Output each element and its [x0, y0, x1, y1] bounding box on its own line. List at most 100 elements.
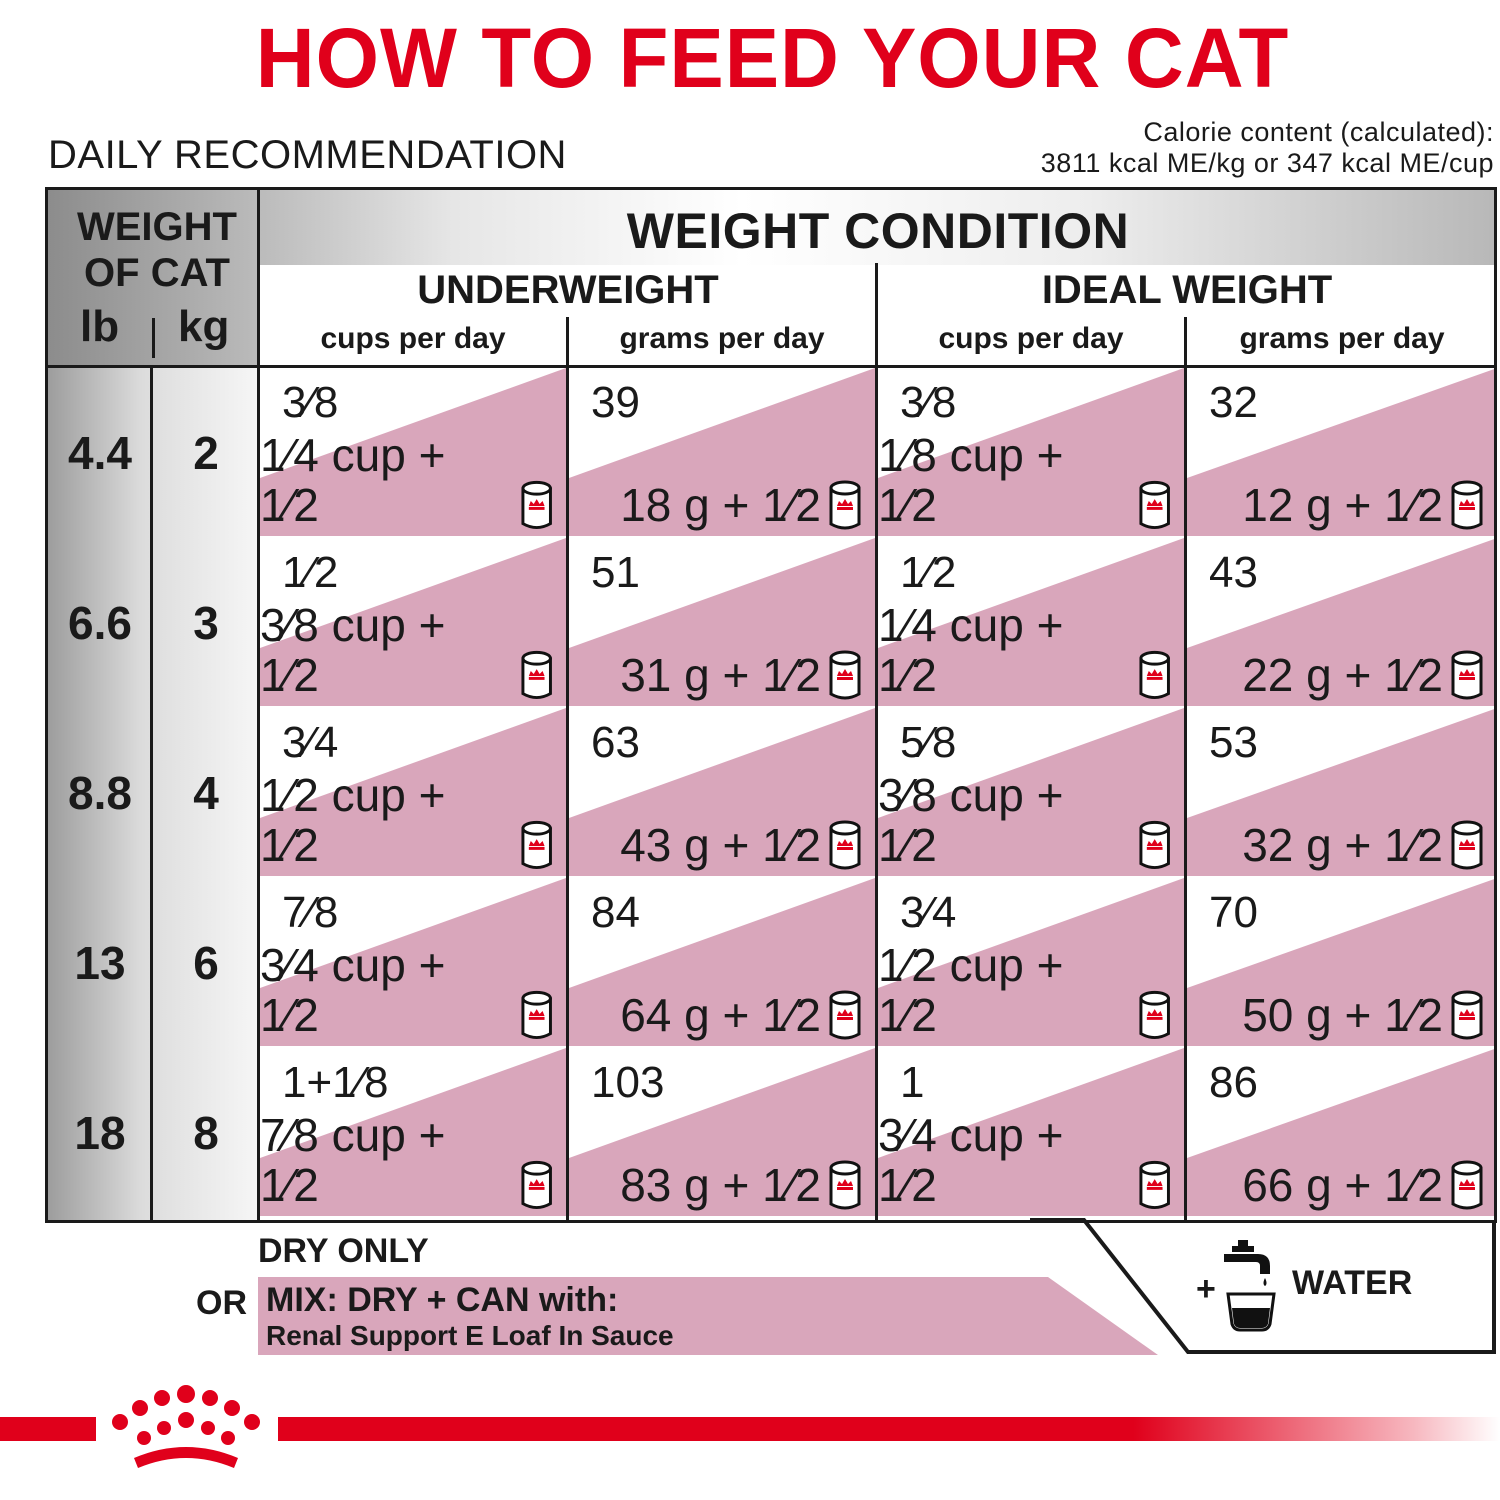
water-plus: +	[1196, 1270, 1216, 1308]
weight-condition-header: WEIGHT CONDITION	[626, 203, 1130, 259]
can-icon	[1451, 990, 1483, 1040]
feeding-cell: 3⁄8 1⁄8 cup + 1⁄2	[878, 368, 1184, 536]
group-divider	[875, 263, 878, 1220]
cell-mix-amount: 22 g + 1⁄2	[1242, 646, 1485, 700]
can-icon	[1451, 1160, 1483, 1210]
cell-dry-only-amount: 3⁄4	[900, 888, 957, 937]
cell-diagonal-band	[569, 708, 875, 876]
lb-kg-column-divider	[150, 368, 153, 1220]
cell-dry-only-amount: 1	[900, 1058, 925, 1107]
can-icon	[1139, 480, 1170, 530]
lb-header: lb	[80, 302, 120, 351]
row-weight-kg: 8	[193, 1107, 219, 1159]
calorie-line-1: Calorie content (calculated):	[1143, 117, 1494, 147]
cell-diagonal-band	[569, 368, 875, 536]
can-icon	[521, 1160, 552, 1210]
cell-mix-text: 1⁄2 cup + 1⁄2	[260, 769, 446, 871]
can-icon	[1139, 650, 1170, 700]
feeding-cell: 63 43 g + 1⁄2	[569, 708, 875, 876]
cell-mix-text: 31 g + 1⁄2	[620, 649, 821, 701]
cell-dry-only-amount: 51	[591, 548, 640, 597]
page-title: HOW TO FEED YOUR CAT	[255, 11, 1290, 105]
mix-band	[258, 1277, 1158, 1355]
feeding-cell: 7⁄8 3⁄4 cup + 1⁄2	[260, 878, 566, 1046]
cell-mix-amount: 66 g + 1⁄2	[1242, 1156, 1485, 1210]
can-icon	[1451, 650, 1483, 700]
can-icon	[1139, 820, 1170, 870]
cell-mix-amount: 50 g + 1⁄2	[1242, 986, 1485, 1040]
lb-kg-divider	[152, 318, 155, 358]
can-icon	[1139, 990, 1170, 1040]
ideal-subdivider	[1184, 317, 1187, 1220]
row-weight-lb: 18	[74, 1107, 126, 1159]
cell-diagonal-band	[1187, 709, 1494, 876]
mix-title: MIX: DRY + CAN with:	[266, 1281, 619, 1319]
feeding-cell: 84 64 g + 1⁄2	[569, 878, 875, 1046]
weight-column-divider	[257, 190, 260, 1220]
underweight-header: UNDERWEIGHT	[417, 268, 719, 312]
kg-header: kg	[178, 302, 230, 351]
cell-dry-only-amount: 1⁄2	[900, 548, 957, 597]
cell-dry-only-amount: 32	[1209, 378, 1258, 427]
cell-mix-text: 22 g + 1⁄2	[1242, 649, 1443, 701]
ideal-grams-header: grams per day	[1239, 322, 1445, 355]
row-weight-lb: 8.8	[68, 767, 132, 819]
header-divider	[48, 365, 1494, 368]
weight-header-line-2: OF CAT	[84, 251, 230, 295]
cell-mix-text: 66 g + 1⁄2	[1242, 1159, 1443, 1211]
row-weight-lb: 6.6	[68, 597, 132, 649]
underweight-subdivider	[566, 317, 569, 1220]
cell-mix-text: 32 g + 1⁄2	[1242, 819, 1443, 871]
cell-diagonal-band	[569, 1048, 875, 1216]
cell-dry-only-amount: 3⁄4	[282, 718, 339, 767]
cell-mix-text: 3⁄4 cup + 1⁄2	[260, 939, 446, 1041]
cell-mix-text: 3⁄8 cup + 1⁄2	[878, 769, 1064, 871]
feeding-cell: 70 50 g + 1⁄2	[1187, 878, 1494, 1046]
cell-mix-text: 7⁄8 cup + 1⁄2	[260, 1109, 446, 1211]
feeding-cell: 53 32 g + 1⁄2	[1187, 708, 1494, 876]
cell-mix-amount: 3⁄4 cup + 1⁄2	[260, 940, 554, 1040]
cell-dry-only-amount: 7⁄8	[282, 888, 339, 937]
cell-dry-only-amount: 39	[591, 378, 640, 427]
dry-only-label: DRY ONLY	[258, 1232, 429, 1270]
feeding-cell: 1+1⁄8 7⁄8 cup + 1⁄2	[260, 1048, 566, 1216]
feeding-cell: 32 12 g + 1⁄2	[1187, 368, 1494, 536]
feeding-cell: 3⁄4 1⁄2 cup + 1⁄2	[878, 878, 1184, 1046]
can-icon	[521, 990, 552, 1040]
cell-mix-text: 3⁄4 cup + 1⁄2	[878, 1109, 1064, 1211]
water-callout-border	[1030, 1218, 1496, 1354]
can-icon	[1451, 480, 1483, 530]
row-weight-kg: 2	[193, 427, 219, 479]
cell-mix-text: 43 g + 1⁄2	[620, 819, 821, 871]
water-faucet-icon	[1224, 1240, 1276, 1332]
feeding-cell: 3⁄8 1⁄4 cup + 1⁄2	[260, 368, 566, 536]
cell-mix-text: 1⁄2 cup + 1⁄2	[878, 939, 1064, 1041]
can-icon	[829, 480, 861, 530]
cell-diagonal-band	[878, 368, 1184, 536]
weight-of-cat-header: WEIGHT OF CAT	[62, 204, 252, 296]
cell-mix-amount: 7⁄8 cup + 1⁄2	[260, 1110, 554, 1210]
calorie-line-2: 3811 kcal ME/kg or 347 kcal ME/cup	[1040, 148, 1494, 178]
cell-mix-amount: 83 g + 1⁄2	[620, 1156, 863, 1210]
cell-dry-only-amount: 3⁄8	[282, 378, 339, 427]
cell-mix-amount: 1⁄8 cup + 1⁄2	[878, 430, 1172, 530]
cell-diagonal-band	[260, 368, 566, 536]
cell-mix-amount: 64 g + 1⁄2	[620, 986, 863, 1040]
cell-dry-only-amount: 84	[591, 888, 640, 937]
can-icon	[1139, 1160, 1170, 1210]
cell-mix-text: 18 g + 1⁄2	[620, 479, 821, 531]
can-icon	[829, 820, 861, 870]
cell-mix-amount: 12 g + 1⁄2	[1242, 476, 1485, 530]
row-weight-kg: 6	[193, 937, 219, 989]
cell-diagonal-band	[878, 538, 1184, 706]
or-label: OR	[196, 1284, 247, 1322]
cell-mix-amount: 1⁄2 cup + 1⁄2	[878, 940, 1172, 1040]
cell-mix-text: 1⁄4 cup + 1⁄2	[878, 599, 1064, 701]
mix-product: Renal Support E Loaf In Sauce	[266, 1320, 674, 1351]
cell-diagonal-band	[1187, 879, 1494, 1046]
feeding-cell: 86 66 g + 1⁄2	[1187, 1048, 1494, 1216]
cell-mix-amount: 1⁄4 cup + 1⁄2	[878, 600, 1172, 700]
brand-bar-right	[278, 1417, 1500, 1441]
cell-mix-amount: 1⁄2 cup + 1⁄2	[260, 770, 554, 870]
cell-dry-only-amount: 70	[1209, 888, 1258, 937]
